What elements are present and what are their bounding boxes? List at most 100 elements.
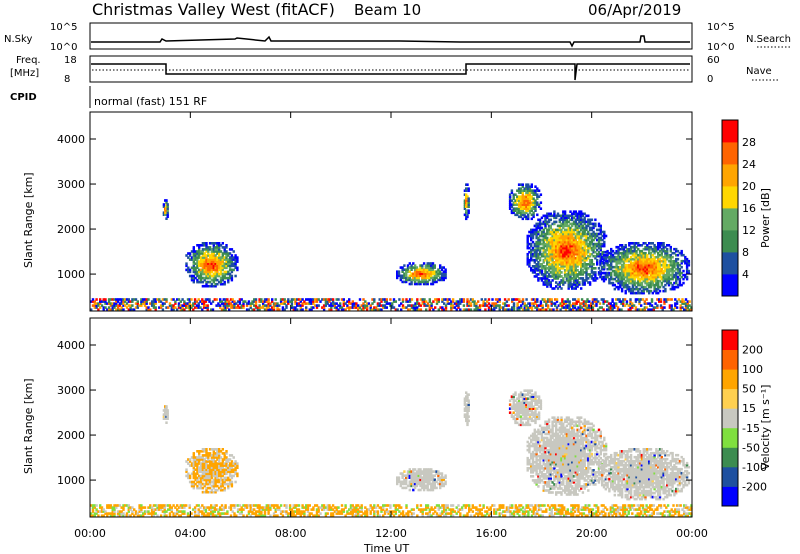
range-gate-cell [216,260,219,263]
range-gate-cell [635,291,638,295]
range-gate-cell [435,298,439,301]
range-gate-cell [518,306,521,309]
range-gate-cell [540,438,544,442]
range-gate-cell [564,308,568,311]
range-gate-cell [553,242,556,246]
range-gate-cell [534,189,537,192]
range-gate-cell [403,478,406,482]
range-gate-cell [421,268,424,271]
range-gate-cell [450,304,453,307]
range-gate-cell [281,298,285,301]
range-gate-cell [406,474,410,477]
range-gate-cell [430,262,433,265]
range-gate-cell [214,478,217,482]
range-gate-cell [629,308,632,311]
range-gate-cell [467,197,470,200]
range-gate-cell [560,464,563,468]
range-gate-cell [428,264,431,267]
range-gate-cell [542,273,545,276]
range-gate-cell [212,272,215,276]
range-gate-cell [651,275,654,279]
range-gate-cell [674,306,677,309]
range-gate-cell [537,267,540,270]
range-gate-cell [546,462,549,466]
range-gate-cell [528,203,532,206]
range-gate-cell [530,467,533,470]
range-gate-cell [202,306,206,309]
range-gate-cell [571,256,574,260]
range-gate-cell [640,261,644,265]
range-gate-cell [588,283,592,286]
range-gate-cell [648,285,651,289]
range-gate-cell [403,268,406,271]
range-gate-cell [558,458,561,462]
range-gate-cell [660,242,663,245]
range-gate-cell [556,442,560,446]
range-gate-cell [535,469,538,472]
range-gate-cell [535,252,538,256]
range-gate-cell [560,242,563,246]
range-gate-cell [578,252,581,256]
range-gate-cell [553,220,556,224]
range-gate-cell [553,434,556,438]
range-gate-cell [576,248,579,252]
range-gate-cell [574,240,577,244]
range-gate-cell [560,473,563,476]
range-gate-cell [608,279,611,283]
range-gate-cell [620,300,623,303]
range-gate-cell [608,251,611,255]
range-gate-cell [648,247,651,251]
power-ylabel: Slant Range [km] [22,172,35,268]
range-gate-cell [549,232,552,236]
range-gate-cell [649,283,653,287]
range-gate-cell [651,249,654,253]
range-gate-cell [538,430,542,434]
range-gate-cell [348,302,351,305]
range-gate-cell [428,480,431,484]
range-gate-cell [574,248,577,252]
range-gate-cell [580,267,583,270]
range-gate-cell [538,265,542,268]
range-gate-cell [192,452,195,455]
range-gate-cell [315,300,319,303]
range-gate-cell [624,259,627,263]
range-gate-cell [512,203,515,206]
range-gate-cell [585,250,588,254]
range-gate-cell [553,485,556,488]
range-gate-cell [549,434,552,438]
range-gate-cell [629,247,633,251]
range-gate-cell [203,252,206,255]
range-gate-cell [571,254,574,258]
range-gate-cell [159,306,163,309]
range-gate-cell [527,187,530,190]
range-gate-cell [622,253,626,257]
range-gate-cell [467,205,470,208]
range-gate-cell [406,278,410,282]
range-gate-cell [624,285,627,289]
range-gate-cell [670,298,673,301]
range-gate-cell [562,234,565,238]
range-gate-cell [555,258,558,262]
range-gate-cell [567,226,570,230]
range-gate-cell [613,304,616,307]
range-gate-cell [229,304,233,307]
range-gate-cell [551,236,554,240]
range-gate-cell [554,298,557,301]
range-gate-cell [567,279,570,282]
range-gate-cell [198,264,201,268]
range-gate-cell [544,442,547,446]
range-gate-cell [414,304,417,307]
range-gate-cell [523,201,526,204]
range-gate-cell [212,254,215,257]
range-gate-cell [221,272,224,276]
range-gate-cell [572,302,575,305]
range-gate-cell [637,265,640,269]
range-gate-cell [212,460,215,463]
range-gate-cell [591,306,595,309]
range-gate-cell [572,250,576,254]
range-gate-cell [462,298,466,301]
range-gate-cell [551,440,554,444]
range-gate-cell [535,246,538,250]
range-gate-cell [536,195,539,198]
range-gate-cell [604,253,607,257]
